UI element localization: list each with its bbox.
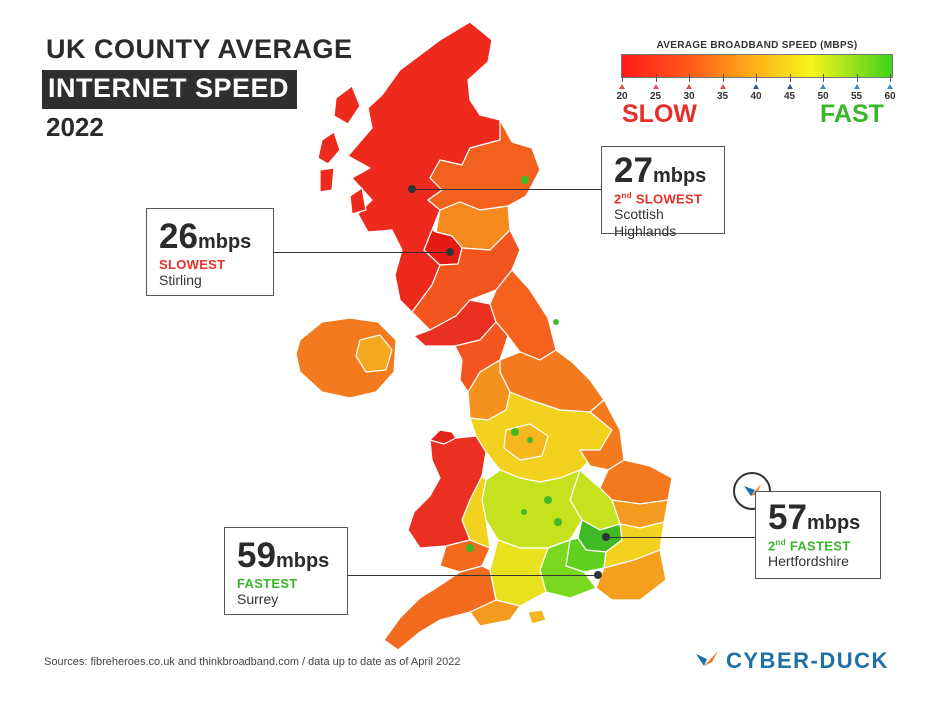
legend-tick-arrow [652,84,659,89]
callout-rank: FASTEST [237,576,298,591]
legend-tick-label: 55 [850,91,863,102]
legend-tick-mark [856,74,858,82]
legend-title: AVERAGE BROADBAND SPEED (MBPS) [656,40,858,51]
legend-fast-label: FAST [820,100,884,128]
leader-line-hertfordshire [606,537,756,538]
marker-highlands [408,185,416,193]
legend-tick-arrow [786,84,793,89]
callout-place-line-1: Scottish [614,206,664,223]
brand-name: CYBER-DUCK [726,648,889,673]
callout-slowest: 26mbps SLOWEST Stirling [146,208,274,296]
callout-unit: mbps [197,231,252,253]
callout-value: 57 [768,498,807,537]
callout-rank: 2nd FASTEST [768,538,851,554]
legend-tick-arrow [686,84,692,89]
leader-line-highlands [412,189,602,190]
legend-tick-mark [722,74,724,82]
callout-rank: SLOWEST [159,257,226,272]
callout-second-slowest: 27mbps 2nd SLOWEST Scottish Highlands [601,146,725,239]
region-kent [595,549,667,601]
legend-tick-label: 25 [649,91,662,102]
callout-place: Stirling [159,272,202,288]
callout-rank: 2nd SLOWEST [614,191,703,207]
legend-tick-label: 35 [716,91,729,102]
legend-tick-arrow [820,84,826,89]
callout-value: 26 [159,217,198,256]
legend-tick-label: 45 [783,91,796,102]
callout-unit: mbps [652,165,707,187]
legend-tick-label: 20 [616,91,628,102]
callout-unit: mbps [275,550,330,572]
callout-value: 27 [614,151,653,190]
urban-area-markers [466,176,562,552]
title-line-2: INTERNET SPEED [42,70,298,109]
region-isle-of-wight [527,609,547,625]
region-ni-belfast [355,334,393,373]
legend-tick-label: 60 [884,91,896,102]
legend-tick-mark [655,74,657,82]
region-hampshire [489,539,549,607]
legend-slow-label: SLOW [622,100,697,128]
legend-tick-mark [622,74,623,82]
legend-tick-arrow [853,84,860,89]
legend-tick-arrow [887,84,893,89]
leader-line-surrey [346,575,598,576]
marker-hertfordshire [602,533,610,541]
duck-logo-icon [744,484,761,496]
sources-note: Sources: fibreheroes.co.uk and thinkbroa… [44,656,461,668]
callout-unit: mbps [806,512,861,534]
region-gloucestershire [461,475,491,549]
callout-place: Hertfordshire [768,553,849,570]
legend-tick-mark [789,74,791,82]
legend-tick-mark [823,74,824,82]
callout-value: 59 [237,536,276,575]
title-line-1: UK COUNTY AVERAGE [46,34,353,64]
legend-tick-arrow [753,84,759,89]
region-lincolnshire [579,399,625,471]
region-dorset-somerset [469,569,521,627]
legend-tick-mark [756,74,757,82]
title-year: 2022 [46,112,104,142]
legend-tick-mark [689,74,690,82]
legend-tick-label: 40 [750,91,762,102]
region-central-south [481,469,583,549]
callout-second-fastest: 57mbps 2nd FASTEST Hertfordshire [755,491,881,579]
legend-tick-arrow [619,84,625,89]
legend-tick-arrow [719,84,726,89]
marker-surrey [594,571,602,579]
callout-place: Surrey [237,591,279,607]
callout-fastest: 59mbps FASTEST Surrey [224,527,348,615]
region-anglesey [429,429,457,445]
marker-stirling [446,248,454,256]
legend-color-scale [621,54,893,78]
legend-tick-mark [890,74,891,82]
leader-line-stirling [274,252,450,253]
legend-tick-label: 30 [683,91,695,102]
region-scotland-islands [317,85,367,215]
callout-place-line-2: Highlands [614,223,677,240]
legend-tick-label: 50 [817,91,829,102]
cyber-duck-logo-icon [696,651,718,666]
